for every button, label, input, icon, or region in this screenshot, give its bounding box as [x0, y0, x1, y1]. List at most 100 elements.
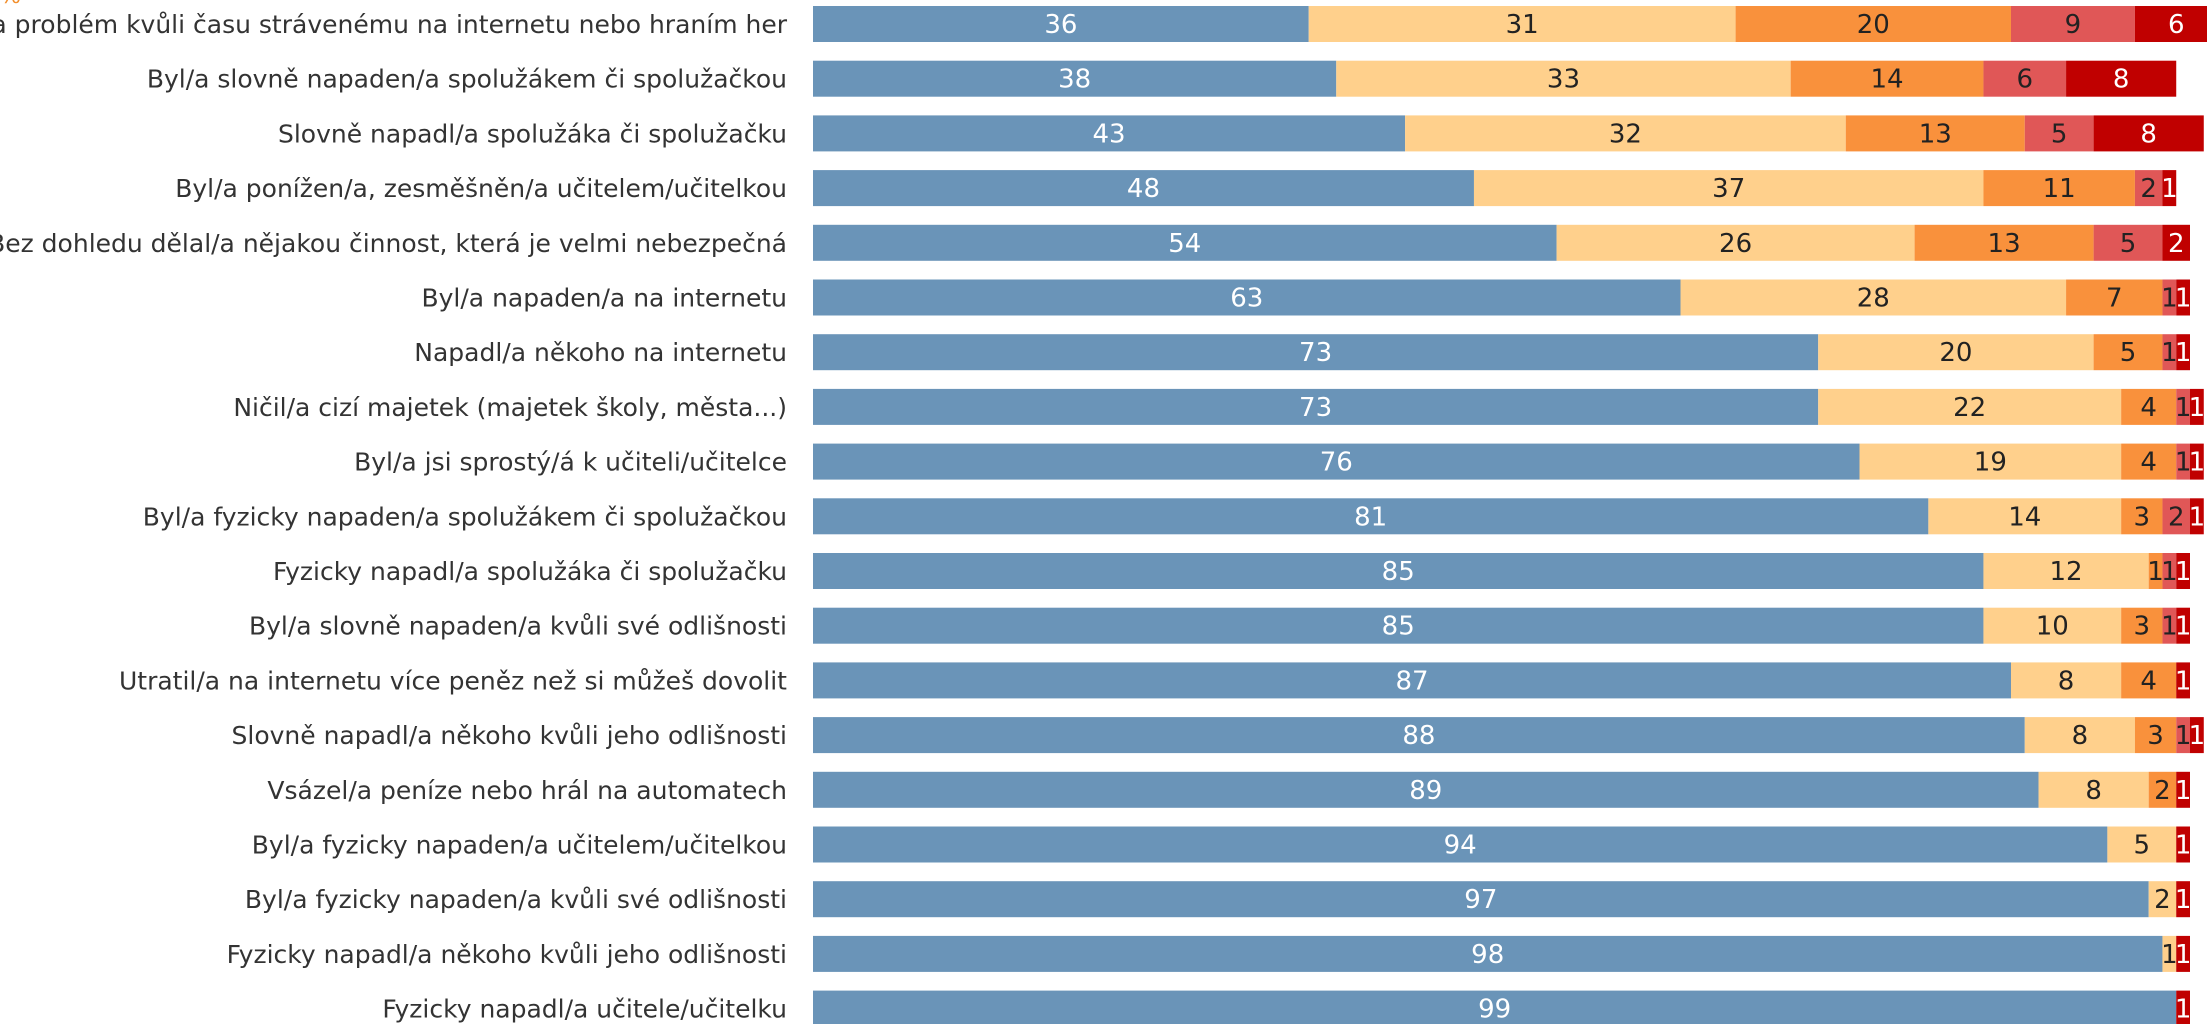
data-label: 36: [1044, 10, 1077, 40]
bar-segment: [2162, 334, 2177, 371]
bar-segment: [2162, 553, 2177, 589]
bar-segment: [813, 717, 2025, 754]
data-label: 1: [2175, 557, 2192, 587]
bar-segment: [2176, 279, 2190, 316]
category-label: Slovně napadl/a někoho kvůli jeho odlišn…: [232, 721, 788, 750]
data-label: 19: [1974, 448, 2007, 478]
data-label: 6: [2168, 10, 2185, 40]
data-label: 1: [2161, 940, 2178, 970]
data-label: 11: [2043, 174, 2076, 204]
bar-segment: [1914, 224, 2094, 261]
data-label: 1: [2161, 284, 2178, 314]
data-label: 2: [2154, 776, 2171, 806]
bar-segment: [1983, 553, 2149, 589]
bar-segment: [813, 6, 1309, 42]
data-label: 1: [2175, 831, 2192, 861]
data-label: 89: [1409, 776, 1442, 806]
data-label: 1: [2161, 174, 2178, 204]
data-label: 1: [2189, 502, 2206, 532]
category-label: Fyzicky napadl/a učitele/učitelku: [382, 995, 787, 1024]
bar-segment: [2176, 334, 2190, 371]
category-label: Měl/a problém kvůli času strávenému na i…: [0, 10, 788, 39]
data-label: 1: [2175, 284, 2192, 314]
bar-segment: [2176, 771, 2190, 808]
data-label: 88: [1402, 721, 1435, 751]
data-label: 13: [1919, 119, 1952, 149]
bar-segment: [1818, 388, 2122, 425]
bar-segment: [1680, 279, 2067, 316]
data-label: 1: [2189, 393, 2206, 423]
category-label: Byl/a slovně napaden/a spolužákem či spo…: [147, 65, 787, 94]
bar-segment: [2190, 443, 2204, 480]
data-label: 3: [2134, 502, 2151, 532]
bar-segment: [813, 388, 1819, 425]
bar-segment: [2162, 935, 2177, 972]
category-label: Bez dohledu dělal/a nějakou činnost, kte…: [0, 229, 787, 258]
data-label: 1: [2161, 557, 2178, 587]
data-label: 1: [2175, 612, 2192, 642]
data-label: 12: [2050, 557, 2083, 587]
data-label: 2: [2154, 885, 2171, 915]
bar-segment: [2176, 388, 2190, 425]
bar-segment: [1983, 607, 2122, 644]
data-label: 5: [2051, 119, 2068, 149]
data-label: 54: [1168, 229, 1201, 259]
data-label: 4: [2140, 393, 2157, 423]
data-label: 8: [2085, 776, 2102, 806]
bar-segment: [1818, 334, 2094, 371]
data-label: 1: [2175, 721, 2192, 751]
data-label: 10: [2036, 612, 2069, 642]
bar-segment: [1928, 498, 2122, 535]
bar-segment: [1983, 170, 2135, 207]
bar-segment: [2093, 224, 2163, 261]
data-label: 9: [2065, 10, 2082, 40]
category-label: Byl/a jsi sprostý/á k učiteli/učitelce: [354, 448, 787, 477]
bar-segment: [2093, 334, 2163, 371]
bar-segment: [1336, 60, 1791, 97]
bar-segment: [2162, 170, 2177, 207]
data-label: 2: [2168, 229, 2185, 259]
bar-segment: [2162, 498, 2190, 535]
data-label: 8: [2140, 119, 2157, 149]
data-label: 8: [2113, 65, 2130, 95]
data-label: 2: [2168, 502, 2185, 532]
bar-segment: [813, 881, 2149, 918]
bar-segment: [1405, 115, 1846, 152]
data-label: 1: [2161, 338, 2178, 368]
unit-mark: %: [0, 0, 21, 9]
bar-segment: [1845, 115, 2025, 152]
bar-segment: [813, 334, 1819, 371]
bar-segment: [2148, 881, 2177, 918]
bar-segment: [2176, 553, 2190, 589]
data-label: 22: [1953, 393, 1986, 423]
data-label: 33: [1547, 65, 1580, 95]
data-label: 1: [2175, 448, 2192, 478]
data-label: 38: [1058, 65, 1091, 95]
data-label: 2: [2140, 174, 2157, 204]
data-label: 6: [2016, 65, 2033, 95]
bar-segment: [2038, 771, 2149, 808]
data-label: 32: [1609, 119, 1642, 149]
data-label: 26: [1719, 229, 1752, 259]
bar-segment: [2162, 607, 2177, 644]
bar-segment: [2190, 498, 2204, 535]
data-label: 20: [1939, 338, 1972, 368]
bar-segment: [2162, 279, 2177, 316]
data-label: 5: [2120, 338, 2137, 368]
bar-segment: [2176, 607, 2190, 644]
bar-segment: [813, 498, 1929, 535]
data-label: 98: [1471, 940, 1504, 970]
bar-segment: [813, 771, 2039, 808]
bar-segment: [2176, 881, 2190, 918]
data-label: 14: [2008, 502, 2041, 532]
bar-segment: [2134, 717, 2177, 754]
bar-segment: [2176, 935, 2190, 972]
bar-segment: [2134, 170, 2163, 207]
bar-segment: [813, 553, 1984, 589]
data-label: 99: [1478, 995, 1511, 1024]
data-label: 20: [1857, 10, 1890, 40]
data-label: 48: [1127, 174, 1160, 204]
data-label: 13: [1988, 229, 2021, 259]
bar-segment: [2176, 443, 2190, 480]
bar-segment: [2066, 279, 2163, 316]
